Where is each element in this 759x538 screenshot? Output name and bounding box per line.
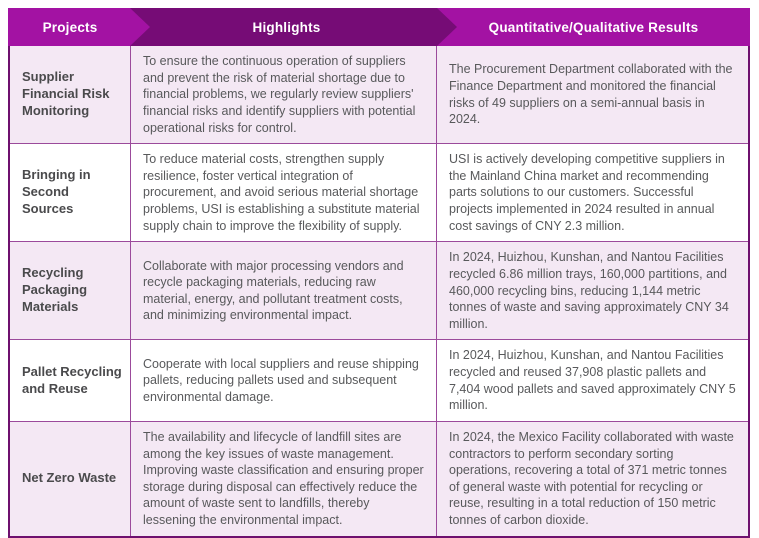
results-text: USI is actively developing competitive s…: [449, 152, 725, 233]
project-cell: Net Zero Waste: [10, 421, 131, 536]
table-row-supplier-financial-risk: Supplier Financial Risk Monitoring To en…: [10, 46, 748, 145]
table-header: Projects Highlights Quantitative/Qualita…: [8, 8, 750, 46]
project-name: Supplier Financial Risk Monitoring: [22, 69, 110, 118]
header-highlights-label: Highlights: [252, 19, 321, 35]
highlights-text: The availability and lifecycle of landfi…: [143, 429, 424, 527]
results-text: In 2024, Huizhou, Kunshan, and Nantou Fa…: [449, 250, 729, 331]
header-segment-highlights: Highlights: [130, 8, 457, 46]
project-cell: Recycling Packaging Materials: [10, 242, 131, 340]
highlights-text: Cooperate with local suppliers and reuse…: [143, 356, 419, 404]
table-body: Supplier Financial Risk Monitoring To en…: [8, 46, 750, 538]
header-segment-projects: Projects: [8, 8, 150, 46]
project-cell: Bringing in Second Sources: [10, 144, 131, 242]
highlights-text: To ensure the continuous operation of su…: [143, 54, 416, 135]
header-segment-results: Quantitative/Qualitative Results: [437, 8, 750, 46]
results-cell: The Procurement Department collaborated …: [437, 46, 748, 143]
highlights-cell: To ensure the continuous operation of su…: [131, 46, 437, 144]
table-row-pallet-recycling: Pallet Recycling and Reuse Cooperate wit…: [10, 340, 748, 422]
project-name: Net Zero Waste: [22, 470, 117, 486]
project-name: Recycling Packaging Materials: [22, 265, 88, 315]
results-text: In 2024, the Mexico Facility collaborate…: [449, 429, 734, 527]
highlights-cell: Collaborate with major processing vendor…: [131, 242, 437, 340]
highlights-text: To reduce material costs, strengthen sup…: [143, 152, 420, 233]
project-name: Pallet Recycling and Reuse: [22, 363, 122, 396]
results-text: The Procurement Department collaborated …: [449, 62, 733, 127]
table-row-second-sources: Bringing in Second Sources To reduce mat…: [10, 144, 748, 243]
highlights-cell: The availability and lifecycle of landfi…: [131, 421, 437, 536]
results-cell: In 2024, the Mexico Facility collaborate…: [437, 422, 748, 536]
header-projects-label: Projects: [42, 19, 98, 35]
table-row-net-zero-waste: Net Zero Waste The availability and life…: [10, 421, 748, 536]
project-cell: Pallet Recycling and Reuse: [10, 340, 131, 421]
header-results-label: Quantitative/Qualitative Results: [488, 19, 699, 35]
project-name: Bringing in Second Sources: [22, 167, 91, 217]
results-cell: In 2024, Huizhou, Kunshan, and Nantou Fa…: [437, 242, 748, 339]
highlights-text: Collaborate with major processing vendor…: [143, 258, 404, 323]
table-row-recycling-packaging: Recycling Packaging Materials Collaborat…: [10, 242, 748, 341]
supply-chain-projects-table: Projects Highlights Quantitative/Qualita…: [8, 8, 750, 538]
highlights-cell: Cooperate with local suppliers and reuse…: [131, 340, 437, 421]
report-page: Projects Highlights Quantitative/Qualita…: [8, 8, 750, 538]
results-text: In 2024, Huizhou, Kunshan, and Nantou Fa…: [449, 348, 736, 413]
results-cell: USI is actively developing competitive s…: [437, 144, 748, 241]
highlights-cell: To reduce material costs, strengthen sup…: [131, 144, 437, 242]
results-cell: In 2024, Huizhou, Kunshan, and Nantou Fa…: [437, 340, 748, 421]
project-cell: Supplier Financial Risk Monitoring: [10, 46, 131, 144]
